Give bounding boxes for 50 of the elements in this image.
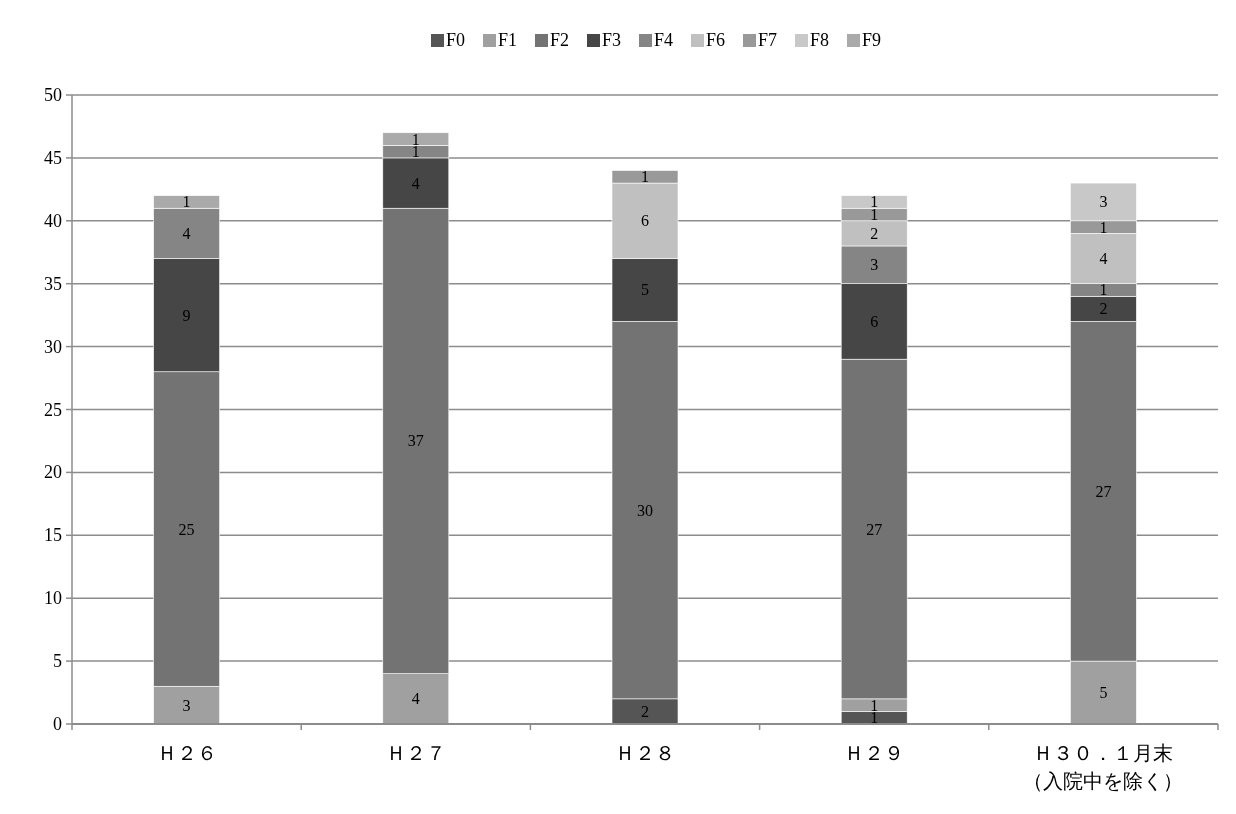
x-tick-label: Ｈ３０．１月末（入院中を除く） bbox=[1023, 742, 1184, 792]
data-label: 3 bbox=[870, 256, 879, 274]
data-label: 3 bbox=[182, 696, 191, 714]
y-tick-label: 30 bbox=[44, 336, 62, 357]
data-label: 37 bbox=[407, 432, 424, 450]
y-tick-label: 10 bbox=[44, 588, 62, 609]
x-tick-label: Ｈ２９ bbox=[844, 742, 905, 764]
data-label: 6 bbox=[641, 212, 649, 230]
data-label: 2 bbox=[1099, 300, 1108, 318]
legend-label: F8 bbox=[810, 30, 830, 50]
data-label: 1 bbox=[1099, 281, 1108, 299]
data-label: 2 bbox=[641, 702, 649, 720]
y-tick-label: 25 bbox=[44, 399, 62, 420]
legend-label: F6 bbox=[706, 30, 726, 50]
data-label: 5 bbox=[1099, 684, 1108, 702]
data-label: 9 bbox=[182, 306, 191, 324]
data-label: 27 bbox=[1095, 482, 1112, 500]
data-label: 4 bbox=[411, 690, 420, 708]
y-tick-label: 45 bbox=[44, 147, 62, 168]
data-label: 1 bbox=[870, 206, 879, 224]
legend-label: F4 bbox=[654, 30, 674, 50]
data-label: 2 bbox=[870, 224, 879, 242]
x-tick-label: Ｈ２６ bbox=[156, 742, 217, 764]
data-label: 6 bbox=[870, 312, 879, 330]
data-label: 5 bbox=[641, 281, 649, 299]
legend-label: F3 bbox=[602, 30, 622, 50]
y-tick-label: 50 bbox=[44, 85, 62, 105]
data-label: 4 bbox=[1099, 250, 1108, 268]
data-label: 30 bbox=[637, 501, 653, 519]
legend-label: F0 bbox=[446, 30, 466, 50]
y-tick-label: 0 bbox=[53, 714, 62, 734]
legend-label: F9 bbox=[862, 30, 882, 50]
y-tick-label: 40 bbox=[44, 210, 62, 231]
y-tick-label: 5 bbox=[53, 651, 62, 672]
data-label: 1 bbox=[1099, 218, 1108, 236]
legend-label: F2 bbox=[550, 30, 570, 50]
data-label: 25 bbox=[178, 520, 195, 538]
data-label: 1 bbox=[641, 168, 649, 186]
y-tick-label: 35 bbox=[44, 273, 62, 294]
data-label: 4 bbox=[182, 224, 191, 242]
y-tick-label: 20 bbox=[44, 462, 62, 483]
x-tick-label: Ｈ２７ bbox=[385, 742, 446, 764]
x-tick-label: Ｈ２８ bbox=[615, 742, 675, 764]
legend-label: F7 bbox=[758, 30, 778, 50]
data-label: 4 bbox=[411, 174, 420, 192]
data-label: 27 bbox=[866, 520, 883, 538]
y-tick-label: 15 bbox=[44, 525, 62, 546]
legend-label: F1 bbox=[498, 30, 518, 50]
data-label: 1 bbox=[182, 193, 191, 211]
data-label: 3 bbox=[1099, 193, 1108, 211]
